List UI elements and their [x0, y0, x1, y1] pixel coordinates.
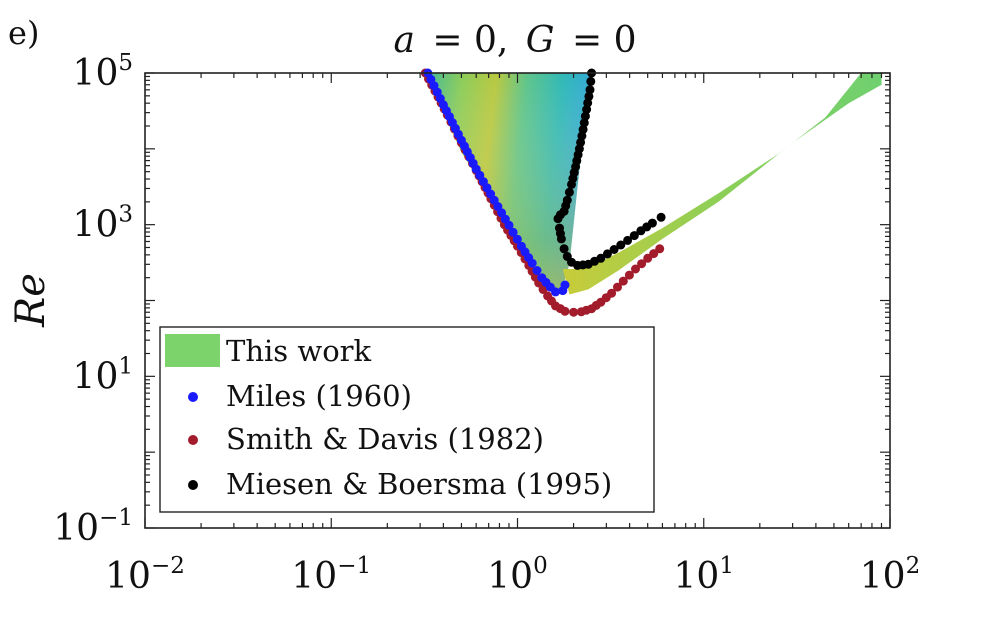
data-point [527, 258, 537, 268]
series-miesen-boersma-1995 [553, 68, 666, 270]
legend-patch-this-work [165, 334, 220, 367]
legend: This work Miles (1960) Smith & Davis (19… [159, 326, 655, 513]
series-layer [420, 68, 666, 317]
data-point [569, 307, 579, 317]
legend-dot-smith-davis [188, 435, 198, 445]
data-point [637, 259, 647, 269]
data-point [624, 270, 634, 280]
data-point [586, 76, 596, 86]
data-point [613, 282, 622, 292]
data-point [560, 280, 570, 290]
x-tick-label: 102 [860, 553, 920, 597]
data-point [607, 288, 617, 298]
axes-frame [144, 72, 891, 529]
x-tick-label: 10−1 [291, 553, 371, 597]
series-miles-1960 [423, 68, 570, 297]
data-point [623, 235, 633, 245]
data-point [616, 240, 626, 250]
data-point [559, 244, 569, 254]
y-axis-label: Re [8, 273, 54, 328]
data-point [512, 234, 522, 244]
data-point [532, 266, 542, 275]
y-tick-labels: 10−1 101 103 105 [53, 50, 133, 549]
data-point [649, 249, 659, 259]
y-tick-label: 103 [73, 202, 133, 246]
data-point [655, 244, 665, 254]
legend-dot-miles [188, 392, 198, 402]
data-point [560, 306, 570, 316]
data-point [631, 264, 640, 274]
data-point [609, 245, 619, 254]
y-tick-label: 101 [73, 353, 133, 397]
data-point [596, 253, 606, 263]
panel-label: e) [8, 14, 39, 52]
data-point [647, 218, 657, 228]
legend-label-miles: Miles (1960) [226, 379, 412, 413]
data-point [618, 276, 628, 286]
legend-label-smith-davis: Smith & Davis (1982) [226, 422, 544, 456]
legend-box [159, 326, 655, 513]
chart-title: a = 0, G = 0 [393, 20, 636, 61]
data-point [582, 105, 592, 114]
x-tick-label: 100 [487, 553, 547, 597]
legend-dot-miesen-boersma [188, 480, 198, 490]
data-point [579, 118, 589, 128]
data-point [656, 212, 666, 222]
data-point [553, 214, 563, 224]
legend-label-this-work: This work [226, 334, 372, 368]
data-point [602, 249, 612, 259]
x-tick-label: 10−2 [105, 553, 185, 597]
this-work-band [562, 73, 882, 295]
data-point [556, 234, 566, 244]
x-tick-label: 101 [674, 553, 734, 597]
x-tick-labels: 10−2 10−1 100 101 102 [105, 553, 920, 597]
data-point [629, 231, 639, 241]
data-point [538, 285, 548, 294]
data-point [508, 227, 518, 237]
this-work-regions [425, 73, 882, 295]
legend-label-miesen-boersma: Miesen & Boersma (1995) [226, 467, 612, 501]
data-point [504, 220, 514, 230]
y-tick-label: 105 [73, 50, 133, 94]
y-tick-label: 10−1 [53, 505, 133, 549]
this-work-wedge-shade [425, 73, 592, 295]
data-point [564, 187, 574, 197]
data-point [567, 179, 576, 189]
data-point [551, 287, 560, 297]
